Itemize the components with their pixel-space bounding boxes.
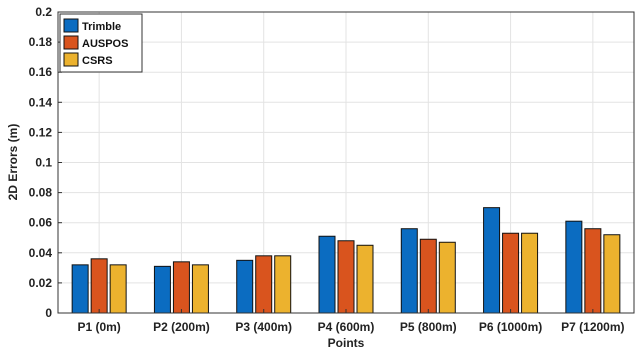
y-tick-label: 0	[45, 306, 52, 320]
bar-trimble-4	[318, 235, 336, 314]
y-tick-label: 0.06	[29, 216, 53, 230]
axes-frame	[57, 11, 635, 314]
legend-swatch-auspos	[63, 35, 79, 50]
y-axis-title: 2D Errors (m)	[6, 124, 20, 201]
x-tick-label: P3 (400m)	[235, 320, 292, 334]
legend-label-csrs: CSRS	[82, 55, 113, 67]
y-tick-label: 0.12	[29, 125, 53, 139]
y-tick-label: 0.08	[29, 186, 53, 200]
bar-auspos-1	[90, 258, 108, 314]
legend: Trimble AUSPOS CSRS	[59, 13, 143, 73]
bar-csrs-4	[356, 244, 374, 314]
bar-csrs-2	[191, 264, 209, 314]
bar-trimble-3	[236, 259, 254, 314]
bar-auspos-2	[172, 261, 190, 314]
x-axis-title: Points	[328, 336, 365, 350]
y-tick-label: 0.14	[29, 95, 53, 109]
x-tick-label: P7 (1200m)	[561, 320, 624, 334]
bar-trimble-1	[71, 264, 89, 314]
bar-auspos-6	[502, 232, 520, 314]
bar-csrs-5	[438, 241, 456, 314]
y-tick-label: 0.2	[35, 5, 52, 19]
bar-auspos-7	[584, 228, 602, 314]
bar-csrs-7	[603, 234, 621, 314]
bar-trimble-6	[483, 207, 501, 314]
bar-csrs-3	[274, 255, 292, 314]
bar-auspos-4	[337, 240, 355, 314]
y-tick-label: 0.16	[29, 65, 53, 79]
legend-label-trimble: Trimble	[82, 21, 121, 33]
bar-csrs-6	[521, 232, 539, 314]
y-tick-label: 0.04	[29, 246, 53, 260]
x-tick-label: P2 (200m)	[153, 320, 210, 334]
bar-csrs-1	[109, 264, 127, 314]
x-tick-label: P5 (800m)	[400, 320, 457, 334]
x-tick-label: P4 (600m)	[318, 320, 375, 334]
bar-trimble-2	[153, 265, 171, 314]
bar-trimble-5	[400, 228, 418, 314]
legend-swatch-trimble	[63, 18, 79, 33]
y-tick-label: 0.1	[35, 156, 52, 170]
x-tick-label: P6 (1000m)	[479, 320, 542, 334]
tick-labels: 0 0.02 0.04 0.06 0.08 0.1 0.12 0.14 0.16 0.18 0.2 P…	[29, 5, 625, 334]
bar-trimble-7	[565, 220, 583, 314]
y-tick-label: 0.18	[29, 35, 53, 49]
bar-auspos-3	[255, 255, 273, 314]
bar-auspos-5	[419, 238, 437, 314]
y-tick-label: 0.02	[29, 276, 53, 290]
legend-swatch-csrs	[63, 52, 79, 67]
legend-label-auspos: AUSPOS	[82, 38, 128, 50]
x-tick-label: P1 (0m)	[77, 320, 120, 334]
